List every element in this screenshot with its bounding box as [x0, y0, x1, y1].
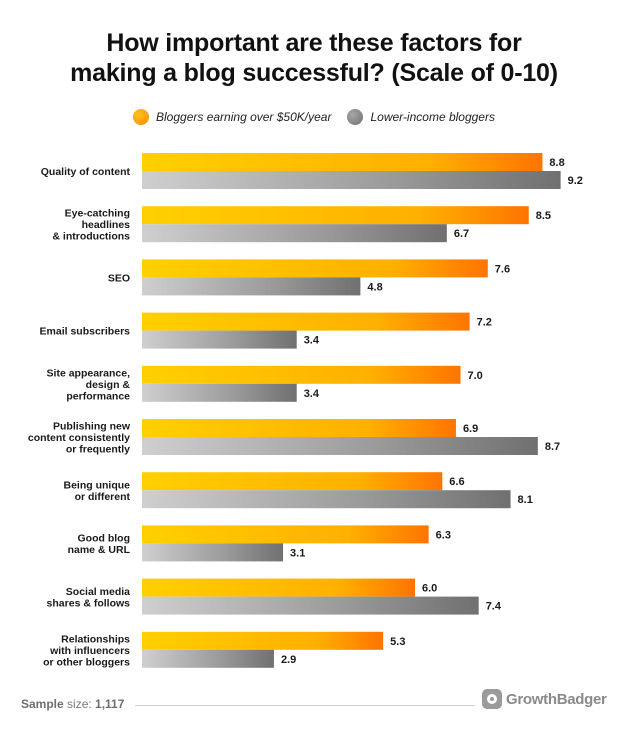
value-label-low: 3.1 [290, 547, 305, 559]
legend-label-lower-income: Lower-income bloggers [370, 110, 495, 124]
category-label-line: design & [86, 379, 131, 391]
category-label-line: headlines [82, 219, 131, 231]
legend-label-high-income: Bloggers earning over $50K/year [156, 110, 332, 124]
value-label-high: 6.9 [463, 423, 478, 435]
value-label-high: 7.0 [468, 370, 483, 382]
category-label: Quality of content [41, 166, 131, 178]
bar-high [142, 525, 429, 544]
value-label-low: 6.7 [454, 228, 469, 240]
value-label-high: 7.6 [495, 263, 510, 275]
footer-divider [135, 705, 475, 706]
value-label-high: 8.5 [536, 210, 551, 222]
bar-high [142, 631, 384, 650]
category-label: Social media shares & follows [47, 586, 131, 610]
bar-low [142, 277, 361, 296]
category-label-line: Site appearance, [47, 367, 131, 379]
category-label-line: Relationships [61, 633, 130, 645]
sample-size-label: Sample [21, 697, 64, 711]
value-label-high: 8.8 [549, 157, 564, 169]
bar-low [142, 224, 447, 243]
value-label-high: 6.3 [436, 529, 451, 541]
bar-high [142, 259, 488, 278]
bar-low [142, 437, 538, 455]
category-label: Email subscribers [40, 326, 131, 338]
category-label-line: or other bloggers [43, 656, 130, 668]
value-label-low: 9.2 [568, 175, 583, 187]
bar-high [142, 206, 529, 225]
category-label: Being unique or different [64, 479, 131, 503]
value-label-high: 6.6 [449, 476, 464, 488]
value-label-low: 8.7 [545, 441, 560, 453]
bar-high [142, 365, 461, 384]
chart-legend: Bloggers earning over $50K/year Lower-in… [0, 109, 628, 125]
category-label: Publishing new content consistently or fre… [28, 421, 131, 456]
category-label: SEO [108, 272, 130, 284]
category-label: Site appearance, design & performance [47, 367, 131, 402]
value-label-low: 3.4 [304, 335, 320, 347]
category-label-line: name & URL [68, 544, 131, 556]
category-label-line: shares & follows [47, 597, 131, 609]
chart-title: How important are these factors for maki… [0, 28, 628, 88]
legend-item-high-income: Bloggers earning over $50K/year [133, 109, 331, 125]
category-label-line: SEO [108, 272, 130, 284]
category-label-line: Publishing new [53, 421, 131, 433]
category-label-line: performance [66, 390, 130, 402]
category-label: Eye-catching headlines & introductions [52, 208, 130, 243]
value-label-high: 5.3 [390, 636, 405, 648]
bar-high [142, 312, 470, 331]
bar-low [142, 490, 511, 509]
value-label-low: 2.9 [281, 654, 296, 666]
category-label-line: or different [75, 491, 131, 503]
chart-title-line-2: making a blog successful? (Scale of 0-10… [70, 59, 558, 87]
bar-low [142, 171, 561, 189]
sample-size-value: 1,117 [95, 697, 125, 711]
value-label-low: 8.1 [518, 494, 533, 506]
category-label: Good blog name & URL [68, 533, 131, 557]
brand-logo: GrowthBadger [482, 689, 607, 709]
brand-name: GrowthBadger [506, 690, 607, 708]
value-label-low: 7.4 [486, 601, 502, 613]
category-label-line: Social media [66, 586, 130, 598]
legend-swatch-orange-icon [133, 109, 150, 125]
bar-high [142, 472, 443, 491]
bar-high [142, 153, 543, 171]
value-label-high: 6.0 [422, 583, 437, 595]
growthbadger-logo-icon [482, 689, 502, 709]
bar-low [142, 649, 274, 668]
category-label-line: Quality of content [41, 166, 131, 178]
category-label-line: or frequently [66, 444, 130, 456]
category-label-line: Being unique [64, 479, 131, 491]
bar-low [142, 596, 479, 615]
value-label-high: 7.2 [477, 317, 492, 329]
legend-swatch-gray-icon [347, 109, 364, 125]
category-label-line: Eye-catching [65, 208, 130, 220]
category-label-line: with influencers [49, 645, 130, 657]
bar-high [142, 578, 415, 597]
chart-title-line-1: How important are these factors for [106, 29, 522, 57]
bar-low [142, 383, 297, 402]
sample-size: Sample size: 1,117 [21, 697, 124, 711]
bar-low [142, 330, 297, 349]
legend-item-lower-income: Lower-income bloggers [347, 109, 495, 125]
bar-high [142, 419, 456, 437]
value-label-low: 4.8 [367, 281, 382, 293]
bar-low [142, 543, 284, 562]
category-label-line: & introductions [52, 231, 130, 243]
value-label-low: 3.4 [304, 388, 320, 400]
category-label-line: Email subscribers [40, 326, 131, 338]
category-label: Relationships with influencers or other bl… [43, 633, 130, 668]
sample-size-text: size: [63, 697, 96, 711]
category-label-line: content consistently [28, 432, 130, 444]
category-label-line: Good blog [78, 533, 131, 545]
